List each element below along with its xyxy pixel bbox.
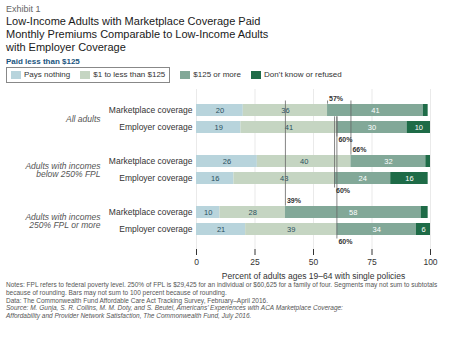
svg-text:43: 43 [280,174,288,183]
html-text:Paid less than $125: Paid less than $125 [6,57,80,66]
html-text:Affordability and Provider Net: Affordability and Provider Network Satis… [6,312,252,320]
html-text:because of rounding. Bars may: because of rounding. Bars may not sum to… [6,288,227,296]
svg-text:Percent of adults ages 19–64 w: Percent of adults ages 19–64 with single… [222,271,405,281]
svg-text:Marketplace coverage: Marketplace coverage [109,105,193,115]
html-text:Don’t know or refused: Don’t know or refused [263,70,342,79]
svg-text:Employer coverage: Employer coverage [119,224,193,234]
html-text:Low-Income Adults with Marketp: Low-Income Adults with Marketplace Cover… [6,15,269,53]
svg-text:50: 50 [309,257,319,267]
svg-text:66%: 66% [352,146,367,153]
svg-text:10: 10 [415,123,423,132]
svg-text:41: 41 [371,106,379,115]
html-text:Exhibit 1: Exhibit 1 [6,4,41,14]
html-text:Data: The Commonwealth Fund Af: Data: The Commonwealth Fund Affordable C… [6,296,268,304]
svg-text:39: 39 [287,225,295,234]
svg-text:21: 21 [217,225,225,234]
svg-text:25: 25 [250,257,260,267]
svg-text:6: 6 [421,225,425,234]
svg-text:20: 20 [216,106,224,115]
html-text:$125 or more: $125 or more [193,70,241,79]
svg-text:Marketplace coverage: Marketplace coverage [109,156,193,166]
svg-text:100: 100 [423,257,437,267]
svg-text:60%: 60% [338,238,353,245]
svg-text:41: 41 [285,123,293,132]
svg-text:60%: 60% [338,136,353,143]
svg-text:57%: 57% [329,95,344,102]
html-text:Source: M. Gunja, S. R. Collin: Source: M. Gunja, S. R. Collins, M. M. D… [6,304,343,312]
html-text:Notes: FPL refers to federal p: Notes: FPL refers to federal poverty lev… [6,281,438,288]
svg-text:32: 32 [384,157,392,166]
svg-text:16: 16 [405,174,413,183]
svg-text:36: 36 [281,105,290,115]
html-text:$1 to less than $125: $1 to less than $125 [93,70,166,79]
svg-text:30: 30 [368,123,376,132]
svg-text:16: 16 [211,174,219,183]
svg-text:26: 26 [223,157,231,166]
svg-text:0: 0 [194,257,199,267]
svg-text:Employer coverage: Employer coverage [119,173,193,183]
svg-text:40: 40 [300,157,308,166]
html-text:Pays nothing: Pays nothing [24,70,71,79]
svg-text:58: 58 [349,208,357,217]
svg-text:75: 75 [367,257,377,267]
svg-text:60%: 60% [336,187,351,194]
svg-text:24: 24 [358,174,366,183]
svg-text:39%: 39% [287,197,302,204]
svg-text:28: 28 [248,208,256,217]
svg-text:34: 34 [373,225,381,234]
svg-text:All adults: All adults [65,114,101,124]
svg-text:Adults with incomesbelow 250%: Adults with incomesbelow 250% FPL [24,161,101,180]
svg-text:Marketplace coverage: Marketplace coverage [109,207,193,217]
svg-text:19: 19 [215,123,223,132]
svg-text:Employer coverage: Employer coverage [119,122,193,132]
svg-text:Adults with incomes250% FPL or: Adults with incomes250% FPL or more [24,212,101,231]
svg-text:10: 10 [204,208,212,217]
